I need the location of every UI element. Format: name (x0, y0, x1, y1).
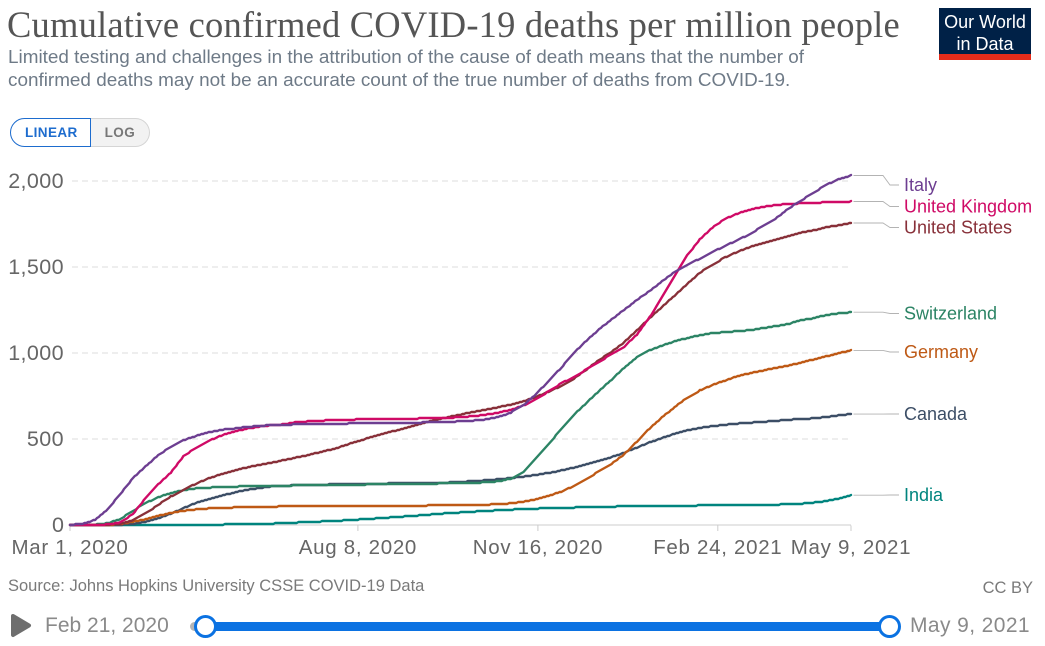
svg-text:Canada: Canada (904, 404, 968, 424)
svg-text:May 9, 2021: May 9, 2021 (791, 536, 912, 559)
svg-text:1,500: 1,500 (8, 255, 64, 279)
svg-text:India: India (904, 485, 944, 505)
svg-text:Mar 1, 2020: Mar 1, 2020 (11, 536, 128, 559)
svg-text:United States: United States (904, 218, 1012, 238)
svg-text:Feb 24, 2021: Feb 24, 2021 (653, 536, 782, 559)
svg-text:Nov 16, 2020: Nov 16, 2020 (473, 536, 603, 559)
svg-text:Germany: Germany (904, 342, 978, 362)
svg-text:2,000: 2,000 (8, 169, 64, 193)
svg-text:Switzerland: Switzerland (904, 304, 997, 324)
svg-text:Aug 8, 2020: Aug 8, 2020 (299, 536, 417, 559)
svg-text:500: 500 (27, 427, 64, 451)
svg-text:Italy: Italy (904, 175, 937, 195)
svg-text:0: 0 (52, 513, 64, 537)
svg-text:1,000: 1,000 (8, 341, 64, 365)
svg-text:United Kingdom: United Kingdom (904, 197, 1032, 217)
